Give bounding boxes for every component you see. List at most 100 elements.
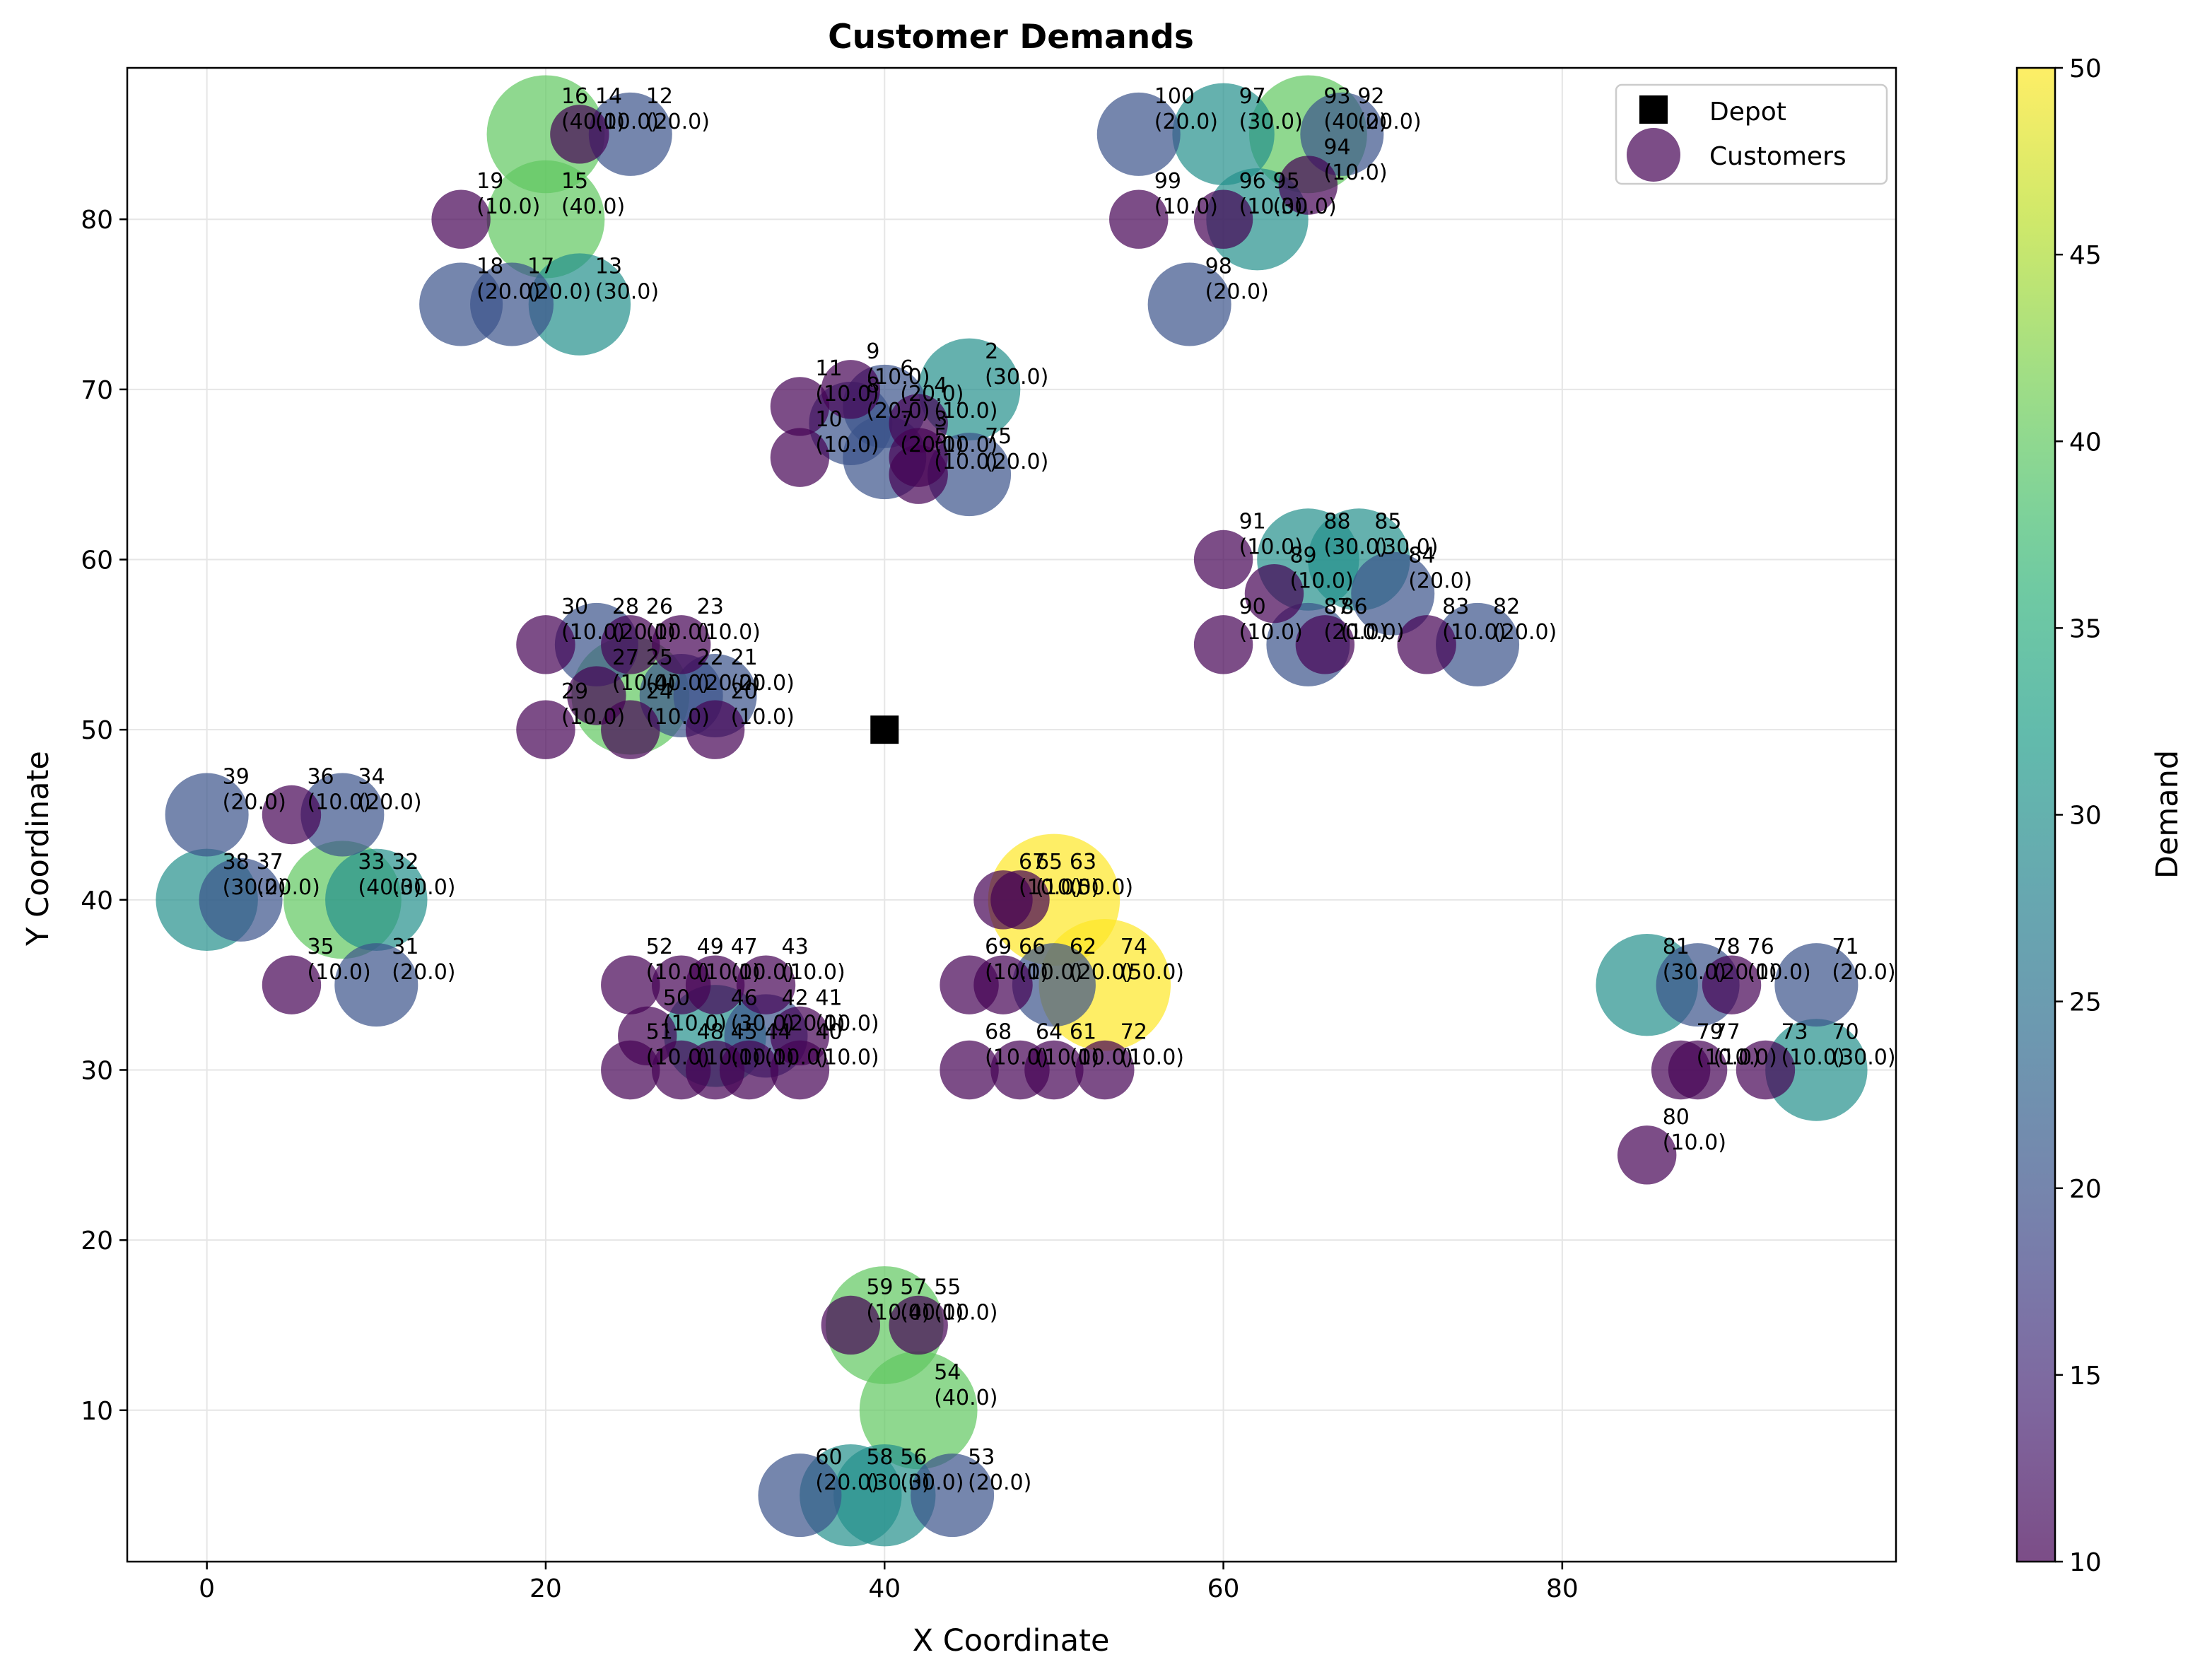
point-demand-label-22: (20.0)	[697, 671, 761, 696]
y-tick-label: 70	[81, 376, 113, 405]
point-id-label-63: 63	[1070, 850, 1096, 874]
colorbar-tick-label: 35	[2069, 614, 2102, 643]
customer-point-83	[1397, 615, 1456, 674]
point-demand-label-96: (10.0)	[1239, 194, 1303, 219]
customer-point-71	[1774, 943, 1859, 1027]
point-id-label-86: 86	[1340, 595, 1367, 619]
point-demand-label-91: (10.0)	[1239, 535, 1303, 560]
point-id-label-22: 22	[697, 645, 724, 670]
point-id-label-82: 82	[1493, 595, 1520, 619]
customer-point-51	[601, 1040, 660, 1100]
point-id-label-95: 95	[1273, 169, 1300, 194]
point-demand-label-88: (30.0)	[1323, 535, 1387, 560]
point-id-label-51: 51	[646, 1019, 673, 1044]
point-id-label-87: 87	[1323, 595, 1350, 619]
point-demand-label-29: (10.0)	[561, 705, 625, 730]
customer-point-69	[940, 955, 999, 1014]
customer-point-41	[770, 1006, 830, 1066]
customer-point-26	[601, 615, 660, 674]
point-id-label-7: 7	[900, 407, 913, 432]
colorbar-ticks: 10 15 20 25 30 35 40 45 50	[2055, 54, 2102, 1577]
point-id-label-66: 66	[1019, 935, 1046, 959]
point-demand-label-78: (20.0)	[1714, 960, 1777, 985]
point-id-label-15: 15	[561, 169, 588, 194]
point-demand-label-56: (30.0)	[900, 1470, 964, 1495]
point-id-label-10: 10	[815, 407, 842, 432]
chart-title: Customer Demands	[828, 18, 1194, 57]
point-demand-label-76: (10.0)	[1748, 960, 1811, 985]
customer-point-12	[588, 92, 672, 176]
point-demand-label-50: (10.0)	[663, 1011, 727, 1036]
point-demand-label-42: (20.0)	[782, 1011, 845, 1036]
point-id-label-70: 70	[1832, 1019, 1859, 1044]
point-id-label-40: 40	[815, 1019, 842, 1044]
point-demand-label-44: (10.0)	[765, 1045, 829, 1070]
colorbar-label: Demand	[2150, 750, 2185, 879]
point-demand-label-10: (10.0)	[815, 433, 879, 457]
point-id-label-57: 57	[900, 1275, 927, 1299]
point-id-label-4: 4	[934, 373, 947, 398]
point-demand-label-66: (10.0)	[1019, 960, 1082, 985]
point-id-label-30: 30	[561, 595, 588, 619]
point-demand-label-84: (20.0)	[1408, 569, 1472, 594]
point-demand-label-57: (40.0)	[900, 1300, 964, 1325]
point-id-label-52: 52	[646, 935, 673, 959]
point-demand-label-4: (10.0)	[934, 399, 997, 423]
point-demand-label-83: (10.0)	[1442, 620, 1506, 645]
point-id-label-44: 44	[765, 1019, 792, 1044]
point-demand-label-26: (10.0)	[646, 620, 710, 645]
y-tick-label: 80	[81, 206, 113, 235]
customer-point-16	[486, 75, 605, 194]
point-demand-label-33: (40.0)	[358, 875, 421, 900]
customer-point-64	[990, 1040, 1050, 1100]
point-demand-label-81: (30.0)	[1663, 960, 1726, 985]
point-id-label-42: 42	[782, 985, 809, 1010]
y-tick-label: 10	[81, 1397, 113, 1426]
legend-depot-label: Depot	[1709, 98, 1786, 127]
colorbar: 10 15 20 25 30 35 40 45 50 Demand	[2015, 54, 2185, 1577]
point-demand-label-63: (50.0)	[1070, 875, 1133, 900]
legend-depot-marker	[1639, 95, 1668, 124]
customer-point-62	[1012, 943, 1096, 1027]
point-id-label-23: 23	[697, 595, 724, 619]
customer-point-91	[1193, 530, 1253, 590]
point-id-label-98: 98	[1205, 255, 1232, 279]
point-id-label-54: 54	[934, 1360, 961, 1385]
point-id-label-91: 91	[1239, 510, 1266, 534]
point-demand-label-49: (10.0)	[697, 960, 761, 985]
depot-layer	[870, 715, 899, 744]
point-demand-label-52: (10.0)	[646, 960, 710, 985]
point-id-label-37: 37	[257, 850, 283, 874]
point-demand-label-17: (20.0)	[527, 280, 591, 305]
point-labels: 2(30.0)3(10.0)4(10.0)5(10.0)6(20.0)7(20.…	[223, 84, 1896, 1495]
point-id-label-3: 3	[934, 407, 947, 432]
colorbar-tick-label: 20	[2069, 1175, 2102, 1204]
point-id-label-99: 99	[1154, 169, 1181, 194]
depot-marker	[870, 715, 899, 744]
axes-frame	[126, 66, 1897, 1563]
point-id-label-2: 2	[985, 339, 998, 364]
point-demand-label-100: (20.0)	[1154, 110, 1218, 134]
point-id-label-81: 81	[1663, 935, 1690, 959]
customer-point-99	[1109, 189, 1169, 249]
point-id-label-28: 28	[612, 595, 639, 619]
customer-point-82	[1436, 602, 1520, 686]
point-demand-label-77: (10.0)	[1714, 1045, 1777, 1070]
point-demand-label-6: (20.0)	[900, 382, 964, 406]
point-id-label-74: 74	[1120, 935, 1147, 959]
point-demand-label-13: (30.0)	[595, 280, 659, 305]
customer-point-57	[825, 1266, 944, 1384]
point-id-label-61: 61	[1070, 1019, 1096, 1044]
point-demand-label-28: (20.0)	[612, 620, 676, 645]
y-tick-label: 60	[81, 546, 113, 575]
customer-point-92	[1300, 92, 1384, 176]
legend: Depot Customers	[1615, 83, 1888, 185]
point-demand-label-25: (40.0)	[646, 671, 710, 696]
point-demand-label-20: (10.0)	[731, 705, 795, 730]
point-demand-label-11: (10.0)	[815, 382, 879, 406]
point-id-label-92: 92	[1357, 84, 1384, 109]
point-id-label-69: 69	[985, 935, 1012, 959]
point-id-label-75: 75	[985, 424, 1012, 449]
